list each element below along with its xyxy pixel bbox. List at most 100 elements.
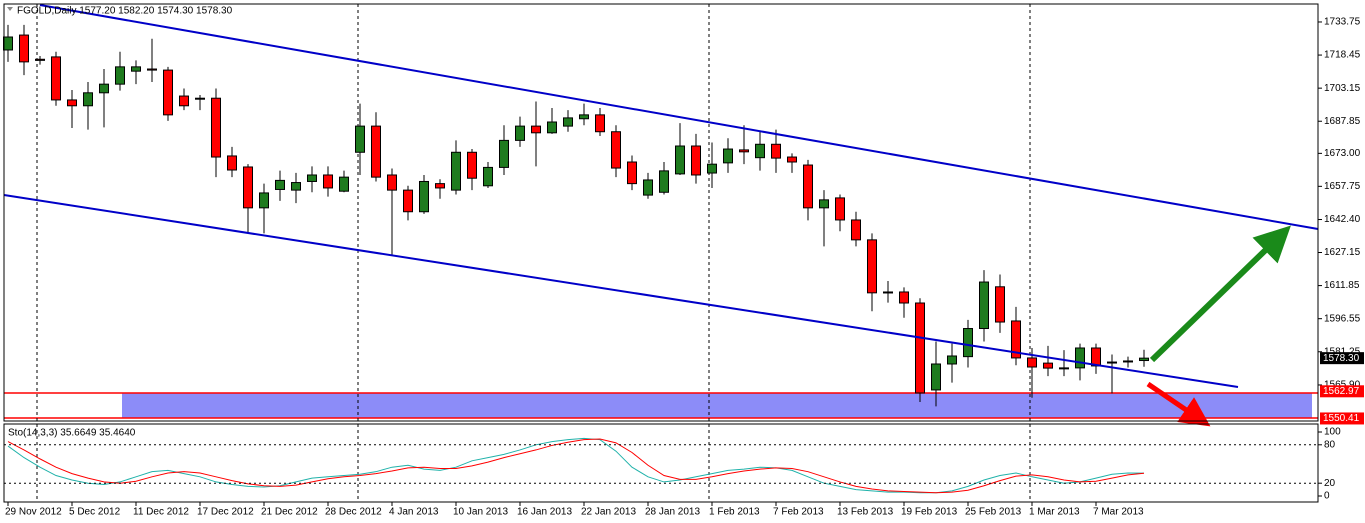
candle-body [1091, 347, 1101, 367]
candle-body [195, 97, 205, 100]
candle-body [83, 92, 93, 107]
candle-body [1139, 357, 1149, 362]
x-tick-label: 28 Jan 2013 [645, 507, 700, 518]
x-tick-label: 1 Mar 2013 [1029, 507, 1080, 518]
x-tick-label: 17 Dec 2012 [197, 507, 254, 518]
marks [3, 24, 1149, 494]
x-tick-label: 13 Feb 2013 [837, 507, 894, 518]
candle-body [1123, 360, 1133, 363]
candle-body [691, 145, 701, 176]
candle-body [1027, 357, 1037, 368]
candle-body [819, 199, 829, 209]
candle-body [963, 328, 973, 358]
price-label: 1578.30 [1323, 353, 1360, 364]
candle-body [451, 151, 461, 191]
candle-body [227, 155, 237, 171]
candle-body [467, 151, 477, 179]
x-tick-label: 5 Dec 2012 [69, 507, 121, 518]
candle-body [1075, 347, 1085, 369]
candle-body [915, 302, 925, 394]
y-tick-label: 0 [1324, 491, 1330, 502]
candle-body [723, 148, 733, 164]
y-tick-label: 1718.45 [1324, 50, 1361, 61]
y-tick-label: 20 [1324, 478, 1336, 489]
y-tick-label: 1627.15 [1324, 247, 1361, 258]
candle-body [675, 145, 685, 175]
x-tick-label: 28 Dec 2012 [325, 507, 382, 518]
candle-body [995, 286, 1005, 323]
candle-body [483, 166, 493, 187]
sub-panel-frame [3, 423, 1319, 503]
candle-body [1059, 367, 1069, 370]
candle-body [323, 174, 333, 189]
candle-body [835, 197, 845, 221]
candle-body [51, 56, 61, 101]
price-label: 1562.97 [1323, 386, 1360, 397]
x-tick-label: 7 Mar 2013 [1093, 507, 1144, 518]
candle-body [611, 131, 621, 169]
candle-body [387, 174, 397, 191]
x-tick-label: 19 Feb 2013 [901, 507, 958, 518]
candle-body [3, 36, 13, 51]
y-tick-label: 1733.75 [1324, 17, 1361, 28]
price-label-box [1320, 385, 1364, 398]
x-tick-label: 22 Jan 2013 [581, 507, 636, 518]
candle-body [179, 95, 189, 107]
y-tick-label: 1673.00 [1324, 148, 1361, 159]
candle-body [787, 156, 797, 163]
y-tick-label: 1642.40 [1324, 214, 1361, 225]
main-panel-frame [3, 3, 1319, 422]
x-tick-label: 4 Jan 2013 [389, 507, 439, 518]
candle-body [947, 355, 957, 365]
candle-body [19, 34, 29, 63]
candle-body [707, 163, 717, 174]
candle-body [739, 149, 749, 153]
support-zone [122, 393, 1312, 418]
y-tick-label: 100 [1324, 427, 1341, 438]
candle-body [547, 121, 557, 134]
candle-body [275, 179, 285, 190]
price-label-box [1320, 352, 1364, 365]
y-tick-label: 1703.15 [1324, 83, 1361, 94]
candle-body [883, 291, 893, 294]
candle-body [35, 58, 45, 61]
candle-body [163, 69, 173, 116]
down-arrow [1146, 381, 1211, 427]
y-tick-label: 1611.85 [1324, 280, 1360, 291]
candle-body [931, 363, 941, 391]
candle-body [643, 179, 653, 196]
y-tick-label: 1687.85 [1324, 116, 1361, 127]
y-tick-label: 1657.75 [1324, 181, 1361, 192]
candle-body [515, 125, 525, 141]
x-tick-label: 7 Feb 2013 [773, 507, 824, 518]
stochastic-line [7, 438, 1145, 494]
candle-body [355, 125, 365, 153]
candle-body [851, 219, 861, 241]
y-tick-label: 1581.25 [1324, 346, 1361, 357]
candle-body [115, 66, 125, 85]
candle-body [499, 139, 509, 168]
candle-body [1043, 362, 1053, 369]
stochastic-line [7, 437, 1145, 494]
y-tick-label: 1565.90 [1324, 380, 1361, 391]
period-separators [36, 4, 1031, 502]
y-tick-label: 1596.55 [1324, 313, 1361, 324]
price-label-box [1320, 412, 1364, 425]
candle-body [291, 182, 301, 191]
x-tick-label: 10 Jan 2013 [453, 507, 508, 518]
candle-body [131, 66, 141, 72]
x-tick-label: 16 Jan 2013 [517, 507, 572, 518]
channel-upper [39, 4, 1319, 230]
candle-body [627, 161, 637, 185]
candle-body [403, 189, 413, 213]
price-label: 1550.41 [1323, 413, 1360, 424]
x-tick-label: 11 Dec 2012 [133, 507, 189, 518]
candle-body [1011, 320, 1021, 359]
x-tick-label: 1 Feb 2013 [709, 507, 760, 518]
candle-body [899, 291, 909, 304]
candle-body [371, 125, 381, 178]
candle-body [771, 143, 781, 159]
candle-body [147, 68, 157, 71]
